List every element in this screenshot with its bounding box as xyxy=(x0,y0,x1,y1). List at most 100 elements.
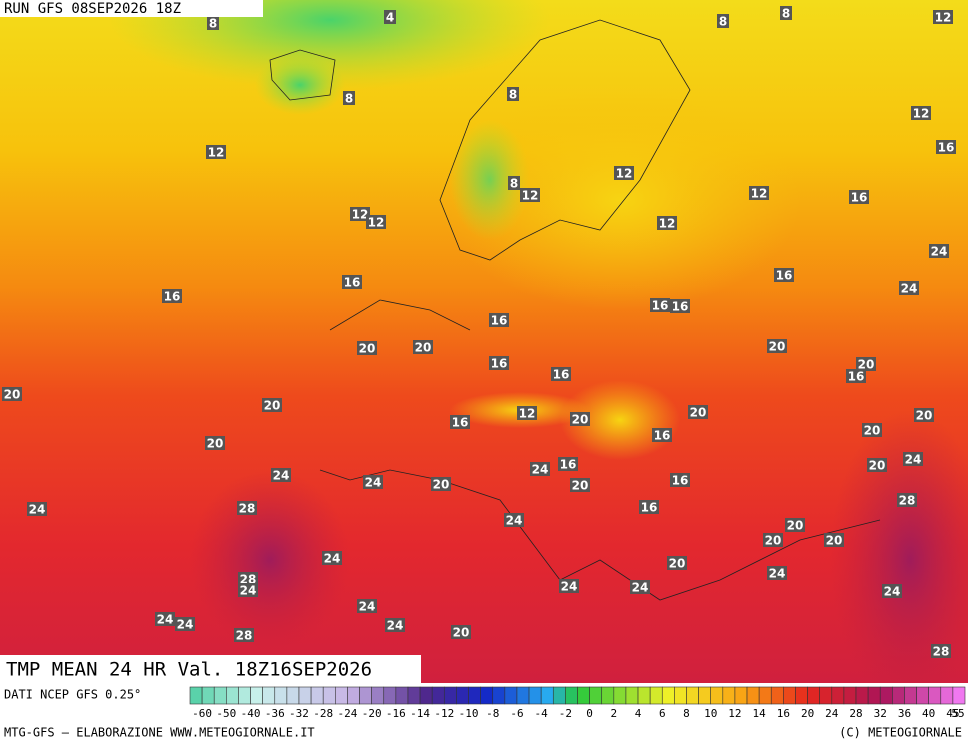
colorbar-tick-label: -16 xyxy=(386,707,406,720)
colorbar-tick-label: 8 xyxy=(683,707,690,720)
colorbar-tick-label: -8 xyxy=(486,707,499,720)
label-box xyxy=(551,367,571,381)
colorbar-tick-label: -4 xyxy=(535,707,549,720)
colorbar-swatch xyxy=(468,686,481,705)
label-box xyxy=(322,551,342,565)
isotherm-label: 16 xyxy=(641,501,658,515)
copyright: (C) METEOGIORNALE xyxy=(839,726,962,740)
colorbar-swatch xyxy=(734,686,748,705)
colorbar-swatch xyxy=(407,686,421,705)
isotherm-label: 16 xyxy=(672,300,689,314)
isotherm-label: 20 xyxy=(669,557,686,571)
isotherm-label: 8 xyxy=(509,88,517,102)
label-box xyxy=(363,475,383,489)
colorbar-tick-label: 55 xyxy=(951,707,964,720)
isotherm-label: 20 xyxy=(415,341,432,355)
colorbar-swatch xyxy=(649,686,663,705)
label-box xyxy=(897,493,917,507)
label-box xyxy=(688,405,708,419)
colorbar-swatch xyxy=(637,686,651,705)
isotherm-label: 24 xyxy=(324,552,341,566)
isotherm-label: 16 xyxy=(776,269,793,283)
colorbar-tick-label: 40 xyxy=(922,707,935,720)
colorbar-swatch xyxy=(940,686,954,705)
isotherm-label: 24 xyxy=(632,581,649,595)
label-box xyxy=(234,628,254,642)
colorbar-tick-label: 20 xyxy=(801,707,814,720)
colorbar-tick-label: -50 xyxy=(216,707,236,720)
label-box xyxy=(717,14,729,28)
colorbar-swatch xyxy=(443,686,457,705)
isotherm-label: 24 xyxy=(365,476,382,490)
label-box xyxy=(785,518,805,532)
colorbar-swatch xyxy=(698,686,712,705)
isotherm-label: 12 xyxy=(616,167,633,181)
label-box xyxy=(530,462,550,476)
label-box xyxy=(385,618,405,632)
isotherm-label: 24 xyxy=(29,503,46,517)
label-box xyxy=(749,186,769,200)
isotherm-label: 24 xyxy=(931,245,948,259)
colorbar-tick-label: 16 xyxy=(777,707,790,720)
colorbar-tick-label: -6 xyxy=(510,707,523,720)
colorbar-tick-label: 2 xyxy=(611,707,618,720)
colorbar-swatch xyxy=(795,686,808,705)
colorbar-tick-label: -14 xyxy=(410,707,430,720)
label-box xyxy=(238,583,258,597)
colorbar-tick-label: -28 xyxy=(313,707,333,720)
isotherm-label: 16 xyxy=(938,141,955,155)
colorbar-swatch xyxy=(359,686,372,705)
colorbar-tick-label: 28 xyxy=(849,707,862,720)
label-box xyxy=(911,106,931,120)
isotherm-label: 24 xyxy=(506,514,523,528)
isotherm-label: 12 xyxy=(352,208,369,222)
isotherm-label: 28 xyxy=(933,645,950,659)
colorbar-swatch xyxy=(504,686,518,705)
isotherm-label: 16 xyxy=(848,370,865,384)
label-box xyxy=(413,340,433,354)
label-box xyxy=(2,387,22,401)
colorbar-tick-label: 24 xyxy=(825,707,839,720)
map-title: TMP MEAN 24 HR Val. 18Z16SEP2026 xyxy=(6,659,372,681)
isotherm-label: 20 xyxy=(858,358,875,372)
colorbar-swatch xyxy=(322,686,336,705)
isotherm-label: 12 xyxy=(519,407,536,421)
colorbar-swatch xyxy=(831,686,845,705)
isotherm-label: 20 xyxy=(826,534,843,548)
isotherm-label: 20 xyxy=(572,413,589,427)
label-box xyxy=(630,580,650,594)
temperature-field xyxy=(0,0,968,683)
colorbar-tick-label: 0 xyxy=(586,707,593,720)
isotherm-label: 20 xyxy=(433,478,450,492)
colorbar-swatch xyxy=(892,686,905,705)
isotherm-label: 28 xyxy=(239,502,256,516)
isotherm-label: 16 xyxy=(491,314,508,328)
label-box xyxy=(867,458,887,472)
colorbar-tick-label: 10 xyxy=(704,707,717,720)
isotherm-label: 24 xyxy=(359,600,376,614)
colorbar-swatch xyxy=(807,686,820,705)
colorbar-swatch xyxy=(238,686,251,705)
label-box xyxy=(763,533,783,547)
label-box xyxy=(357,341,377,355)
isotherm-label: 12 xyxy=(522,189,539,203)
label-box xyxy=(489,356,509,370)
run-label: RUN GFS 08SEP2026 18Z xyxy=(4,1,181,17)
label-box xyxy=(903,452,923,466)
mountain-area xyxy=(560,380,680,460)
colorbar-tick-label: 14 xyxy=(753,707,767,720)
isotherm-label: 16 xyxy=(652,299,669,313)
label-box xyxy=(175,617,195,631)
isotherm-label: 16 xyxy=(654,429,671,443)
label-box xyxy=(774,268,794,282)
label-box xyxy=(517,406,537,420)
isotherm-label: 20 xyxy=(572,479,589,493)
colorbar-swatch xyxy=(904,686,917,705)
label-box xyxy=(343,91,355,105)
colorbar-swatch xyxy=(589,686,603,705)
colorbar-swatch xyxy=(613,686,627,705)
colorbar-swatch xyxy=(298,686,312,705)
label-box xyxy=(929,244,949,258)
